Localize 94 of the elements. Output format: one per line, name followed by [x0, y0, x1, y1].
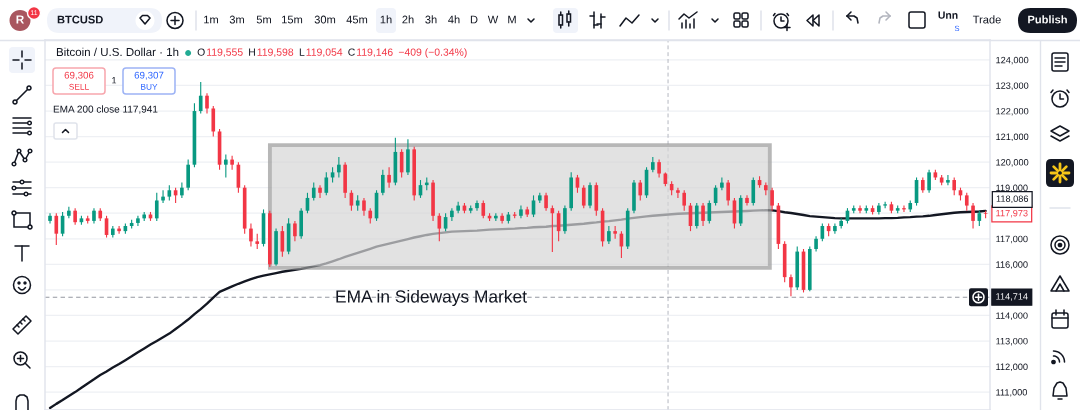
- candlestick: [380, 169, 385, 196]
- candlestick: [387, 166, 391, 189]
- candlestick: [676, 187, 680, 199]
- annotation: 119,598: [257, 48, 294, 58]
- candlestick: [186, 159, 190, 191]
- candlestick: [180, 182, 184, 199]
- y-tick-label: 113,000: [996, 337, 1028, 346]
- candlestick: [54, 212, 59, 246]
- candlestick: [694, 202, 699, 230]
- ref-line-label: 114,714: [996, 293, 1028, 301]
- y-tick-label: 123,000: [996, 82, 1029, 90]
- text: 45m: [346, 15, 368, 24]
- candlestick: [249, 222, 253, 248]
- candlestick: [475, 199, 479, 212]
- y-tick-label: 116,000: [996, 261, 1028, 269]
- text: 30m: [314, 15, 336, 24]
- candlestick: [971, 202, 975, 230]
- candlestick: [720, 176, 724, 191]
- annotation: SELL: [69, 83, 89, 90]
- annotation: 1: [112, 77, 117, 84]
- y-tick-label: 119,000: [996, 184, 1028, 193]
- y-tick-label: 124,000: [996, 56, 1029, 65]
- annotation: BUY: [141, 83, 158, 90]
- candlestick: [789, 274, 793, 297]
- candlestick: [638, 179, 643, 202]
- candlestick: [406, 138, 410, 176]
- candlestick: [136, 215, 140, 227]
- annotation: L: [299, 48, 305, 56]
- text: W: [487, 15, 499, 24]
- text: 1h: [380, 15, 392, 24]
- candlestick: [337, 156, 341, 179]
- candlestick: [833, 222, 837, 235]
- annotation: 119,054: [306, 48, 343, 58]
- y-tick-label: 112,000: [996, 363, 1028, 372]
- text: BTCUSD: [57, 15, 103, 24]
- candlestick: [230, 155, 234, 171]
- candlestick: [883, 201, 887, 209]
- candlestick: [211, 105, 216, 138]
- candlestick: [927, 169, 931, 194]
- text: Trade: [972, 15, 1001, 24]
- annotation: 119,146: [357, 48, 393, 58]
- annotation: 69,306: [64, 71, 94, 80]
- candlestick: [450, 207, 454, 222]
- y-tick-label: 117,000: [996, 235, 1028, 244]
- candlestick: [701, 202, 705, 227]
- annotation: 69,307: [134, 71, 164, 80]
- candlestick: [224, 153, 228, 179]
- candlestick: [946, 174, 950, 186]
- candlestick: [324, 171, 329, 196]
- text: 5m: [256, 15, 271, 24]
- text: R: [16, 15, 25, 24]
- text: M: [508, 15, 516, 24]
- candlestick: [198, 81, 203, 115]
- candlestick: [770, 187, 774, 212]
- text: Publish: [1028, 15, 1067, 24]
- candlestick: [726, 179, 730, 207]
- y-tick-label: 122,000: [996, 107, 1029, 116]
- annotation: EMA 200 close 117,941: [53, 105, 158, 114]
- candlestick: [500, 212, 504, 225]
- text: 1m: [204, 15, 218, 24]
- y-tick-label: 120,000: [996, 159, 1029, 167]
- candlestick: [751, 176, 756, 207]
- candlestick: [581, 184, 586, 209]
- text: D: [470, 15, 478, 24]
- candlestick: [293, 220, 297, 242]
- candlestick: [48, 212, 52, 225]
- candlestick: [318, 184, 322, 199]
- text: 4h: [448, 15, 460, 24]
- annotation: 117,973: [996, 209, 1028, 218]
- candlestick: [588, 182, 592, 209]
- candlestick: [563, 205, 567, 235]
- candlestick: [877, 202, 881, 216]
- text: 3m: [229, 15, 244, 24]
- text: 15m: [282, 15, 303, 24]
- candlestick: [682, 189, 687, 212]
- annotation: −409 (−0.34%): [398, 48, 467, 58]
- candlestick: [205, 92, 209, 115]
- candlestick: [745, 194, 749, 207]
- y-tick-label: 121,000: [996, 133, 1029, 142]
- candlestick: [613, 225, 617, 240]
- text: 3h: [425, 15, 437, 24]
- annotation: O: [197, 48, 205, 56]
- annotation: 119,555: [207, 48, 243, 58]
- text: 2h: [402, 15, 414, 24]
- candlestick: [154, 192, 159, 222]
- text: 118,086: [996, 195, 1029, 204]
- text: Bitcoin / U.S. Dollar · 1h: [56, 47, 179, 57]
- annotation: EMA in Sideways Market: [336, 289, 527, 307]
- annotation: C: [348, 48, 355, 56]
- text: Unn: [938, 11, 958, 19]
- y-tick-label: 111,000: [996, 389, 1027, 397]
- annotation: H: [249, 48, 255, 56]
- candlestick: [67, 206, 71, 219]
- y-tick-label: 114,000: [996, 312, 1028, 320]
